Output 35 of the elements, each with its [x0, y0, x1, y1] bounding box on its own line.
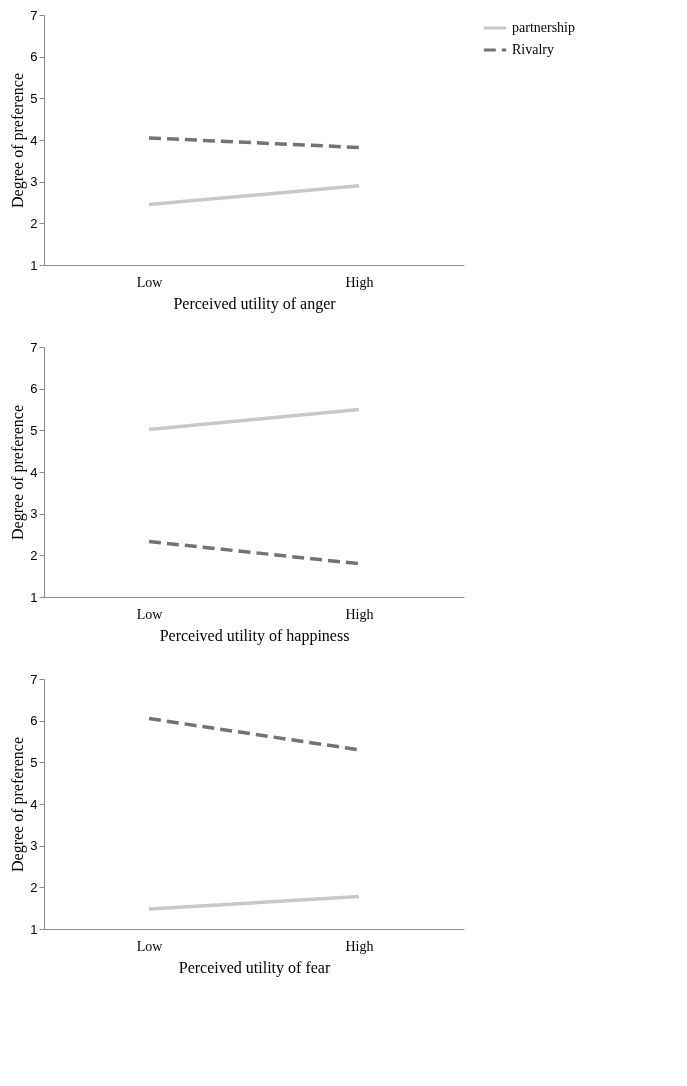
x-tick-label: Low	[136, 606, 164, 622]
y-tick-label: 4	[30, 796, 38, 812]
x-tick-label: Low	[136, 274, 164, 290]
x-tick-label: High	[345, 938, 374, 954]
y-tick-label: 3	[30, 838, 38, 854]
y-tick-label: 7	[30, 671, 38, 687]
y-tick-label: 4	[30, 132, 38, 148]
x-axis-title: Perceived utility of fear	[178, 958, 331, 977]
y-tick-label: 2	[30, 879, 38, 895]
x-tick-label: Low	[136, 938, 164, 954]
y-tick-label: 7	[30, 7, 38, 23]
y-tick-label: 1	[30, 257, 38, 273]
y-tick-label: 5	[30, 90, 38, 106]
y-tick-label: 5	[30, 422, 38, 438]
x-tick-label: High	[345, 274, 374, 290]
y-tick-label: 1	[30, 589, 38, 605]
y-tick-label: 1	[30, 921, 38, 937]
x-axis-title: Perceived utility of anger	[173, 294, 337, 313]
y-tick-label: 3	[30, 174, 38, 190]
legend-label: Rivalry	[512, 42, 554, 57]
y-tick-label: 6	[30, 381, 38, 397]
y-tick-label: 3	[30, 506, 38, 522]
y-tick-label: 2	[30, 547, 38, 563]
y-tick-label: 6	[30, 713, 38, 729]
y-tick-label: 7	[30, 339, 38, 355]
x-tick-label: High	[345, 606, 374, 622]
y-axis-title: Degree of preference	[9, 404, 28, 541]
y-tick-label: 5	[30, 754, 38, 770]
y-tick-label: 4	[30, 464, 38, 480]
y-axis-title: Degree of preference	[9, 72, 28, 209]
y-axis-title: Degree of preference	[9, 736, 28, 873]
legend-label: partnership	[512, 20, 575, 35]
y-tick-label: 6	[30, 49, 38, 65]
y-tick-label: 2	[30, 215, 38, 231]
x-axis-title: Perceived utility of happiness	[159, 626, 350, 645]
